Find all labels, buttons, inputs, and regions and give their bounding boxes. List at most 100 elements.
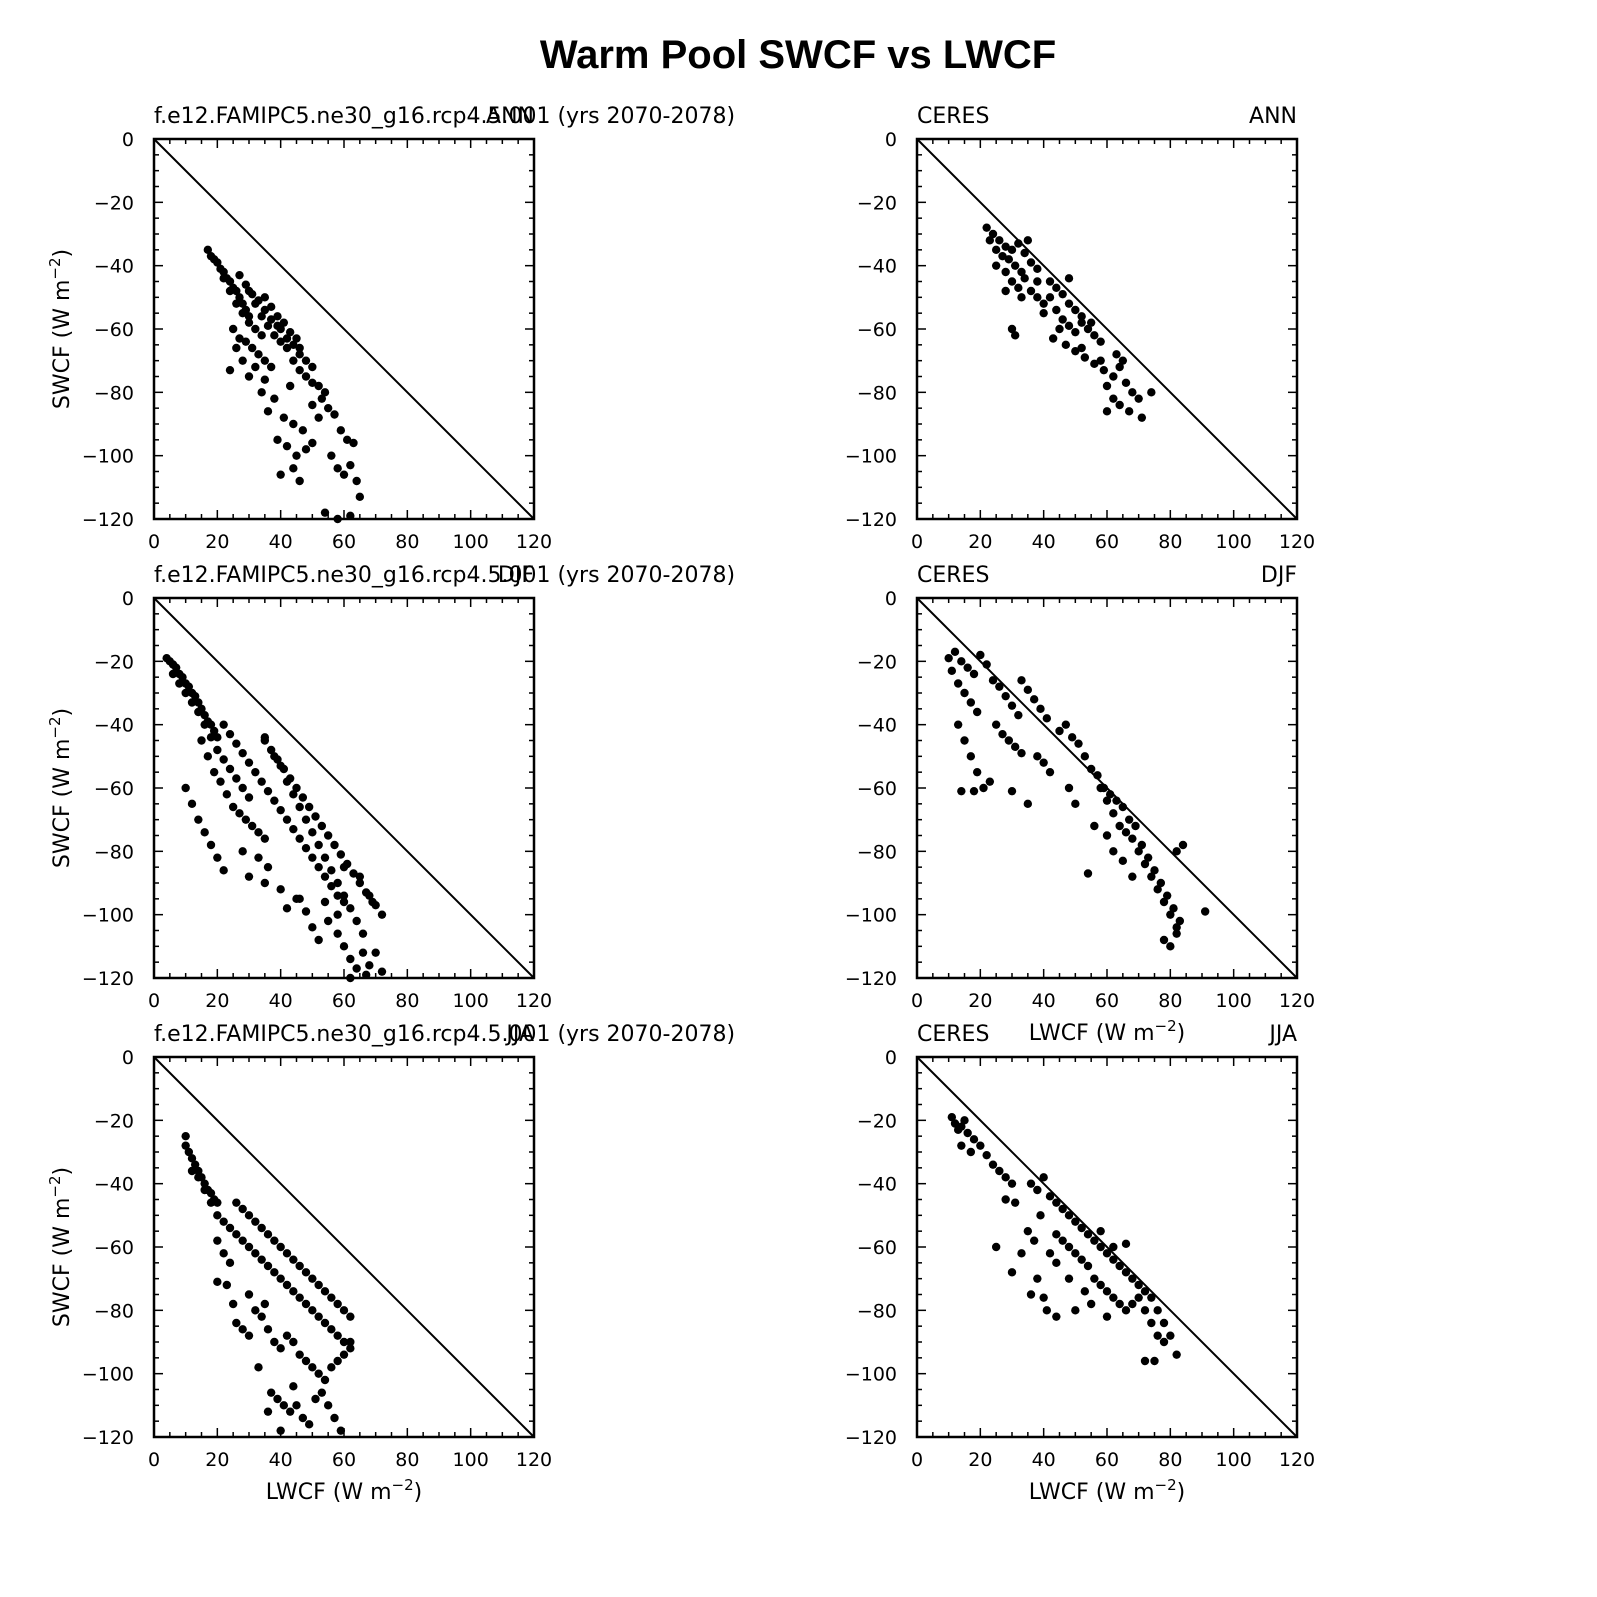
scatter-point xyxy=(1128,1299,1137,1309)
scatter-point xyxy=(988,229,998,239)
scatter-point xyxy=(1055,324,1064,334)
scatter-point xyxy=(330,410,339,419)
scatter-point xyxy=(282,777,292,786)
scatter-point xyxy=(320,897,330,907)
scatter-point xyxy=(1061,720,1071,729)
scatter-point xyxy=(254,1363,263,1372)
scatter-point xyxy=(1039,1173,1048,1182)
scatter-point xyxy=(1010,331,1020,340)
scatter-point xyxy=(988,1160,998,1169)
scatter-point xyxy=(377,910,387,919)
scatter-point xyxy=(976,1141,985,1150)
x-tick-label: 40 xyxy=(1032,1449,1056,1471)
x-tick-label: 40 xyxy=(269,531,293,553)
scatter-point xyxy=(1096,337,1105,346)
scatter-point xyxy=(244,872,254,881)
scatter-point xyxy=(1115,821,1124,831)
scatter-point xyxy=(1017,267,1026,277)
scatter-point xyxy=(1007,1268,1017,1277)
scatter-point xyxy=(1153,1331,1162,1340)
scatter-point xyxy=(251,299,260,308)
scatter-point xyxy=(1172,923,1181,932)
scatter-point xyxy=(1004,736,1014,745)
scatter-point xyxy=(1128,834,1137,843)
scatter-point xyxy=(1096,1226,1105,1236)
scatter-point xyxy=(263,786,273,796)
scatter-point xyxy=(991,245,1001,255)
scatter-point xyxy=(289,1337,298,1347)
x-tick-label: 0 xyxy=(911,1449,923,1471)
scatter-point xyxy=(285,1407,295,1416)
scatter-point xyxy=(270,394,279,403)
scatter-point xyxy=(982,660,991,669)
scatter-point xyxy=(320,508,330,517)
scatter-point xyxy=(308,1274,317,1283)
scatter-point xyxy=(276,885,285,894)
scatter-point xyxy=(203,245,213,255)
scatter-point xyxy=(1033,277,1042,286)
scatter-point xyxy=(266,362,276,372)
x-tick-label: 100 xyxy=(1216,990,1252,1012)
scatter-point xyxy=(187,799,197,809)
scatter-point xyxy=(1096,356,1105,365)
y-tick-label: 0 xyxy=(122,588,134,610)
x-tick-label: 0 xyxy=(148,1449,160,1471)
scatter-point xyxy=(1159,1318,1169,1328)
panel-right-string: ANN xyxy=(486,104,534,129)
scatter-point xyxy=(1077,1223,1086,1233)
y-tick-label: −20 xyxy=(857,192,897,214)
scatter-point xyxy=(251,1306,260,1315)
x-tick-label: 60 xyxy=(332,1449,356,1471)
scatter-point xyxy=(289,356,298,365)
scatter-point xyxy=(263,1407,273,1416)
scatter-point xyxy=(339,897,349,907)
scatter-panel-6: 0 20 40 60 80 100 120 0 −20 −40 −60 −80 −100 −120 CERE… xyxy=(845,1022,1315,1505)
y-tick-label: 0 xyxy=(122,1047,134,1069)
scatter-point xyxy=(222,1280,232,1290)
scatter-point xyxy=(1086,318,1096,327)
scatter-point xyxy=(213,1211,222,1220)
scatter-point xyxy=(1039,308,1048,318)
scatter-point xyxy=(308,853,317,862)
x-axis-title: LWCF (W m−2) xyxy=(1029,1476,1185,1505)
scatter-point xyxy=(308,828,317,837)
scatter-point xyxy=(200,1179,209,1188)
scatter-point xyxy=(1007,1179,1017,1188)
scatter-point xyxy=(355,872,365,881)
scatter-point xyxy=(1131,821,1140,831)
scatter-point xyxy=(228,802,238,812)
scatter-point xyxy=(270,331,279,340)
scatter-point xyxy=(1023,1226,1033,1236)
scatter-point xyxy=(1074,739,1083,748)
scatter-point xyxy=(311,1394,320,1404)
scatter-point xyxy=(292,1401,301,1410)
scatter-point xyxy=(238,783,247,793)
scatter-point xyxy=(1096,1242,1105,1252)
scatter-point xyxy=(263,862,273,872)
y-tick-label: −40 xyxy=(94,256,134,278)
scatter-point xyxy=(1061,340,1071,350)
scatter-point xyxy=(289,340,298,350)
panel-left-string: f.e12.FAMIPC5.ne30_g16.rcp4.5.001 (yrs 2… xyxy=(154,563,735,588)
scatter-point xyxy=(181,783,190,793)
scatter-point xyxy=(960,688,969,698)
scatter-point xyxy=(314,413,323,422)
scatter-point xyxy=(950,647,960,657)
scatter-point xyxy=(320,1287,330,1296)
scatter-point xyxy=(301,445,311,454)
scatter-point xyxy=(1121,378,1131,388)
scatter-point xyxy=(194,707,203,717)
scatter-point xyxy=(181,1141,190,1150)
scatter-point xyxy=(1071,1306,1080,1315)
scatter-point xyxy=(327,1325,336,1334)
scatter-point xyxy=(317,1388,327,1397)
scatter-point xyxy=(1039,758,1048,767)
scatter-point xyxy=(1020,274,1029,283)
x-tick-label: 40 xyxy=(269,1449,293,1471)
scatter-point xyxy=(276,324,285,334)
y-tick-label: −20 xyxy=(94,192,134,214)
scatter-point xyxy=(314,935,323,945)
scatter-point xyxy=(947,666,957,676)
scatter-point xyxy=(314,1369,323,1378)
scatter-point xyxy=(1124,407,1134,416)
